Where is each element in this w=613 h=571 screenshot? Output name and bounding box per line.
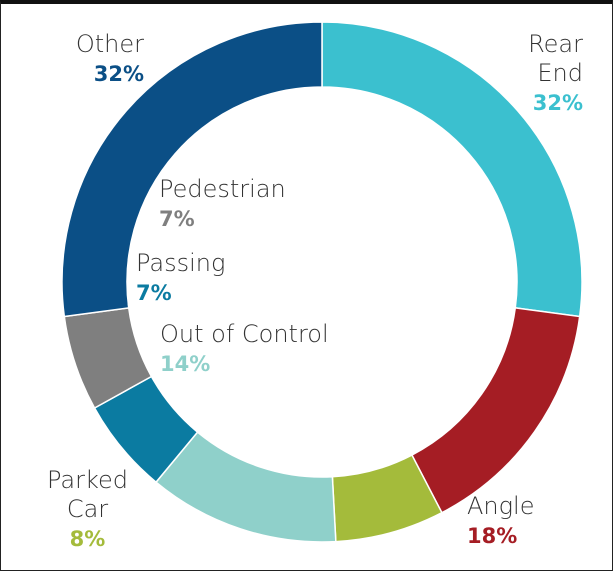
slice-label: Pedestrian 7% — [159, 175, 359, 234]
percent-label: 32% — [93, 62, 144, 86]
percent-label: 32% — [532, 91, 583, 115]
category-name: Parked Car — [46, 466, 128, 523]
slice-label: Parked Car 8% — [30, 466, 145, 554]
percent-label: 14% — [160, 352, 211, 376]
category-name: Pedestrian — [159, 175, 286, 203]
percent-label: 18% — [467, 524, 518, 548]
slice-label: Passing 7% — [136, 249, 336, 308]
slice-label: Angle 18% — [467, 492, 587, 551]
category-name: Angle — [467, 492, 535, 520]
slice-label: Out of Control 14% — [160, 320, 420, 379]
donut-slice — [61, 21, 323, 318]
slice-label: Rear End 32% — [493, 30, 583, 118]
donut-slice — [410, 307, 581, 514]
slice-label: Other 32% — [30, 30, 144, 89]
category-name: Out of Control — [160, 320, 329, 348]
category-name: Rear End — [528, 30, 583, 87]
category-name: Passing — [136, 249, 226, 277]
percent-label: 7% — [159, 207, 195, 231]
category-name: Other — [75, 30, 144, 58]
percent-label: 7% — [136, 281, 172, 305]
percent-label: 8% — [69, 527, 106, 551]
